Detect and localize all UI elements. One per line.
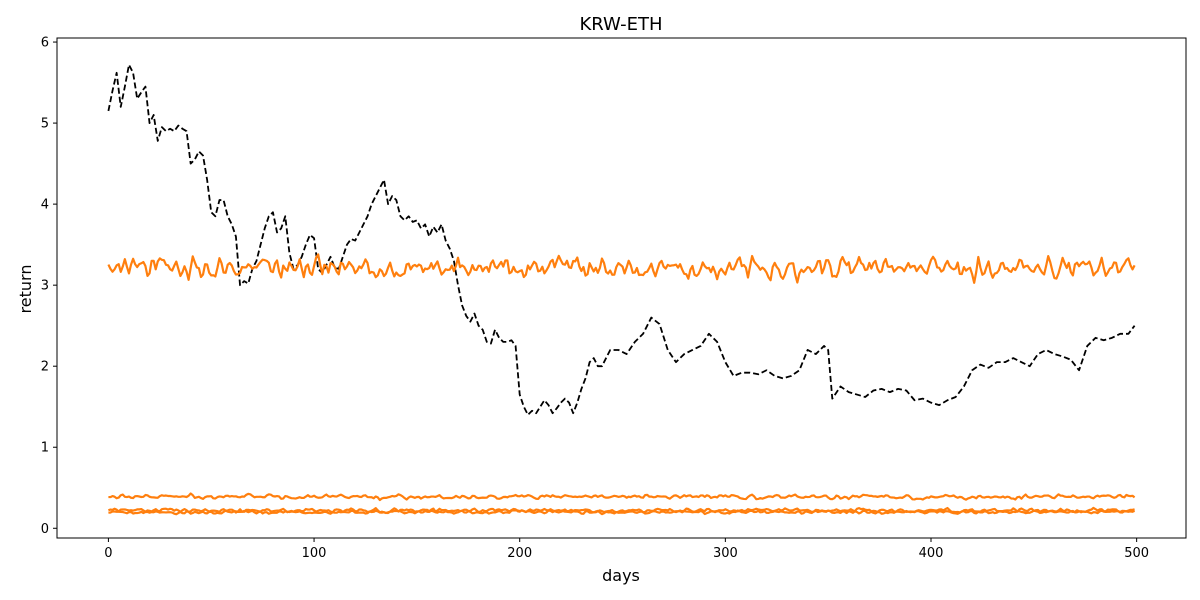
y-tick-label: 3 — [41, 279, 49, 294]
x-tick-label: 300 — [713, 546, 738, 561]
plot-area — [107, 63, 1136, 516]
series-orange-line-1 — [107, 253, 1136, 284]
y-tick-label: 5 — [41, 117, 49, 132]
y-tick-label: 4 — [41, 198, 49, 213]
x-tick-label: 100 — [302, 546, 327, 561]
series-orange-line-2 — [108, 492, 1136, 502]
x-tick-label: 0 — [104, 546, 112, 561]
y-tick-label: 2 — [41, 360, 49, 375]
series-price-line — [107, 63, 1136, 416]
y-axis-label: return — [16, 265, 35, 314]
x-tick-label: 200 — [507, 546, 532, 561]
series-orange-line-4 — [108, 509, 1136, 516]
chart-title: KRW-ETH — [579, 14, 662, 35]
x-tick-label: 500 — [1124, 546, 1149, 561]
y-tick-label: 6 — [41, 36, 49, 51]
y-tick-label: 1 — [41, 441, 49, 456]
y-tick-label: 0 — [41, 522, 49, 537]
x-axis-label: days — [602, 566, 640, 585]
plot-frame — [56, 37, 1187, 539]
x-axis: 0 100 200 300 400 500 — [104, 538, 1149, 561]
x-tick-label: 400 — [919, 546, 944, 561]
y-axis: 0 1 2 3 4 5 6 — [41, 36, 57, 537]
